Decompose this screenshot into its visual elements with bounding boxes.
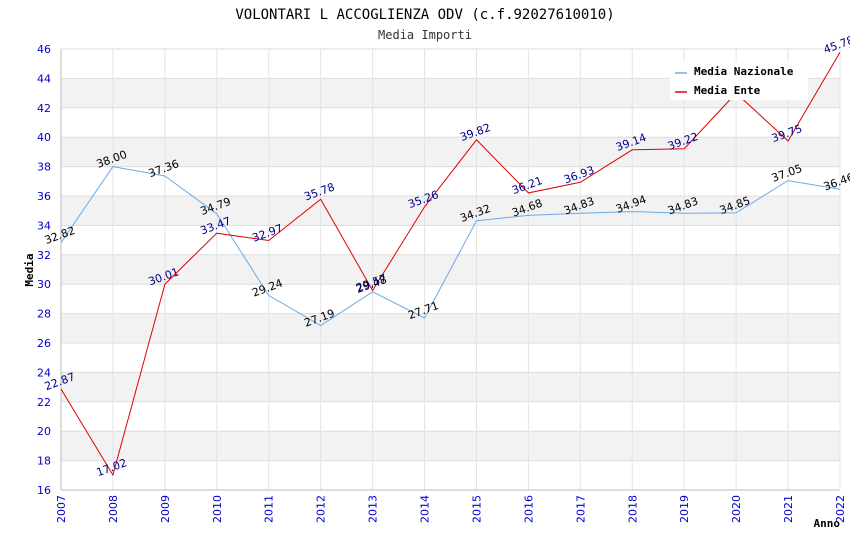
axes bbox=[60, 49, 840, 491]
x-tick-label: 2013 bbox=[367, 495, 380, 523]
legend-box bbox=[670, 62, 808, 100]
x-tick-label: 2016 bbox=[522, 495, 535, 523]
grid-band bbox=[61, 372, 840, 402]
x-tick-label: 2011 bbox=[263, 495, 276, 523]
y-tick-label: 30 bbox=[37, 278, 51, 291]
y-tick-label: 20 bbox=[37, 425, 51, 438]
grid-band bbox=[61, 196, 840, 226]
y-tick-label: 34 bbox=[37, 219, 51, 232]
x-tick-label: 2021 bbox=[782, 495, 795, 523]
grid-bands bbox=[61, 78, 840, 461]
x-tick-label: 2019 bbox=[678, 495, 691, 523]
chart-title: VOLONTARI L ACCOGLIENZA ODV (c.f.9202761… bbox=[235, 7, 614, 23]
y-tick-label: 44 bbox=[37, 72, 51, 85]
x-tick-label: 2015 bbox=[470, 495, 483, 523]
y-tick-label: 42 bbox=[37, 102, 51, 115]
y-tick-label: 28 bbox=[37, 308, 51, 321]
legend-label-media-ente: Media Ente bbox=[694, 84, 761, 97]
y-axis-title: Media bbox=[23, 253, 36, 286]
y-tick-label: 36 bbox=[37, 190, 51, 203]
x-tick-label: 2022 bbox=[834, 495, 847, 523]
y-tick-label: 16 bbox=[37, 484, 51, 497]
data-label: 36.21 bbox=[510, 174, 544, 197]
legend: Media Nazionale Media Ente bbox=[670, 62, 808, 100]
grid-band bbox=[61, 431, 840, 461]
series-line-media-ente bbox=[60, 51, 841, 477]
x-tick-label: 2010 bbox=[211, 495, 224, 523]
x-axis-title: Anno bbox=[814, 517, 841, 530]
y-tick-label: 24 bbox=[37, 366, 51, 379]
y-axis-ticks: 16 18 20 22 24 26 28 30 32 34 36 38 40 42 44 46 bbox=[37, 43, 51, 497]
x-tick-label: 2008 bbox=[107, 495, 120, 523]
series-line-media-nazionale bbox=[60, 166, 841, 327]
y-tick-label: 32 bbox=[37, 249, 51, 262]
y-tick-label: 38 bbox=[37, 161, 51, 174]
y-tick-label: 40 bbox=[37, 131, 51, 144]
y-tick-label: 22 bbox=[37, 396, 51, 409]
x-axis-ticks: 2007 2008 2009 2010 2011 2012 2013 2014 2015 2016… bbox=[55, 495, 847, 523]
y-tick-label: 46 bbox=[37, 43, 51, 56]
grid-band bbox=[61, 137, 840, 167]
x-tick-label: 2017 bbox=[574, 495, 587, 523]
x-tick-label: 2009 bbox=[159, 495, 172, 523]
chart-subtitle: Media Importi bbox=[378, 28, 472, 42]
x-tick-label: 2014 bbox=[419, 495, 432, 523]
data-label: 45.78 bbox=[822, 33, 850, 56]
x-tick-label: 2018 bbox=[626, 495, 639, 523]
x-tick-label: 2020 bbox=[730, 495, 743, 523]
legend-label-media-nazionale: Media Nazionale bbox=[694, 65, 794, 78]
x-tick-label: 2012 bbox=[315, 495, 328, 523]
grid-band bbox=[61, 313, 840, 343]
series-lines bbox=[60, 51, 841, 477]
x-tick-label: 2007 bbox=[55, 495, 68, 523]
y-tick-label: 26 bbox=[37, 337, 51, 350]
data-label: 36.46 bbox=[822, 170, 850, 193]
y-tick-label: 18 bbox=[37, 455, 51, 468]
